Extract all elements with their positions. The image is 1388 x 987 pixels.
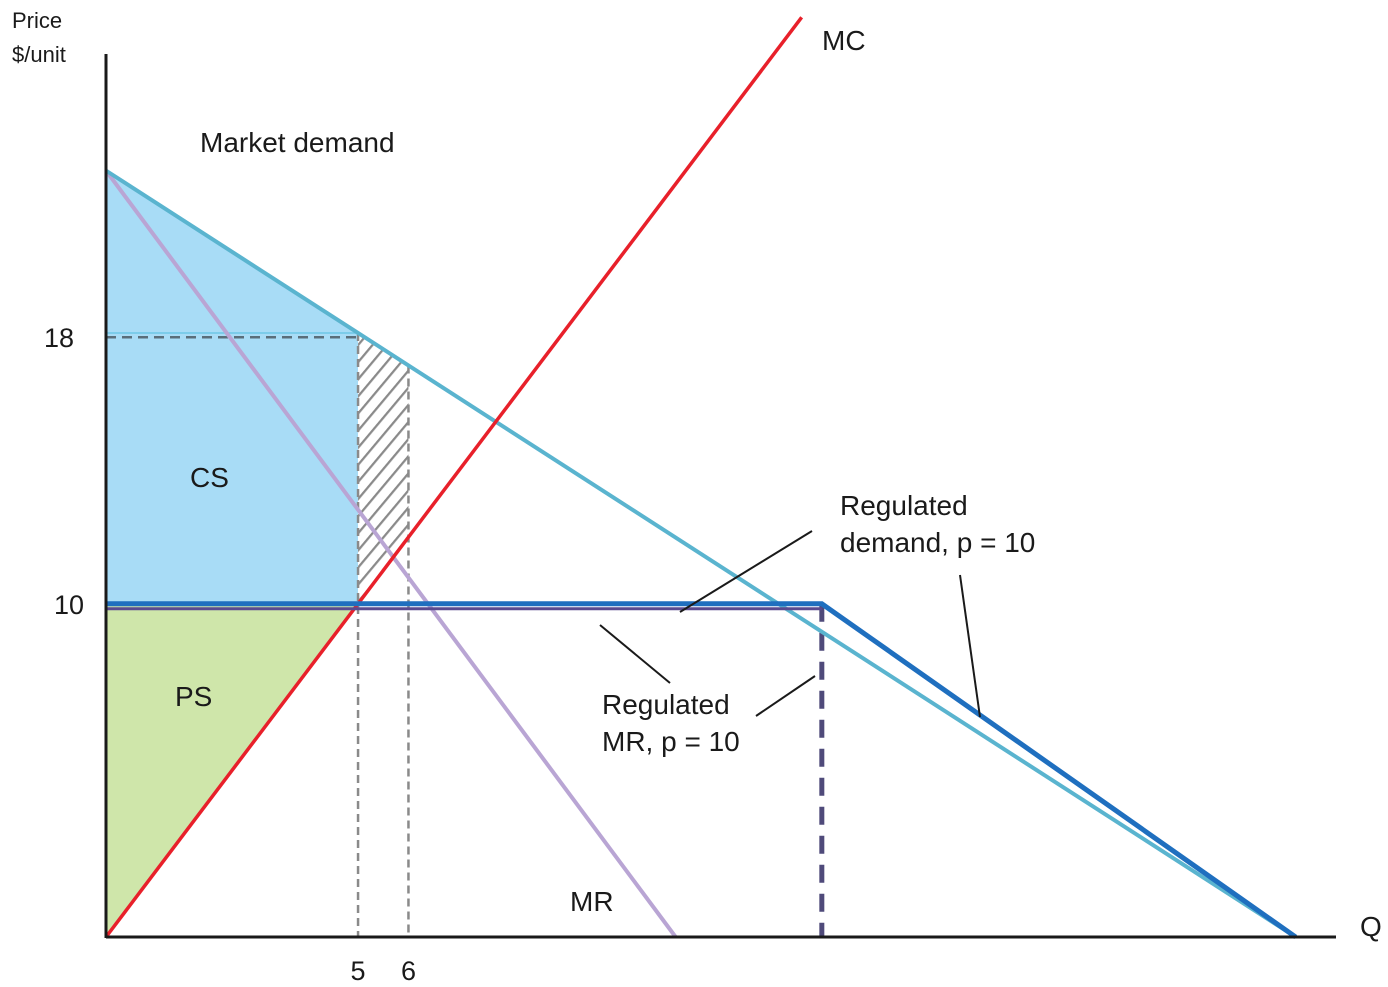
mc-label: MC xyxy=(822,25,866,56)
y-tick-label-18: 18 xyxy=(44,323,74,353)
regulated-demand-label-line1: Regulated xyxy=(840,490,968,521)
deadweight-loss-hatch xyxy=(358,332,409,604)
market-demand-curve xyxy=(104,168,1297,939)
mr-label: MR xyxy=(570,886,614,917)
consumer-surplus-area xyxy=(106,170,359,604)
regulated-demand-curve xyxy=(106,601,1298,940)
regulated-demand-leader-1 xyxy=(679,530,813,613)
regulated-mr-leader-2 xyxy=(755,675,816,717)
regulated-mr-label-line1: Regulated xyxy=(602,689,730,720)
x-axis-title: Q xyxy=(1360,911,1382,942)
regulated-demand-leader-2 xyxy=(959,574,981,718)
x-tick-label-5: 5 xyxy=(351,956,366,986)
y-tick-label-10: 10 xyxy=(54,590,84,620)
mr-curve xyxy=(104,169,678,939)
y-axis-title-unit: $/unit xyxy=(12,42,66,67)
cs-area-label: CS xyxy=(190,462,229,493)
ps-area-label: PS xyxy=(175,681,212,712)
mc-curve xyxy=(104,16,804,939)
x-tick-label-6: 6 xyxy=(401,956,416,986)
y-axis-title-price: Price xyxy=(12,8,62,33)
regulated-mr-leader-1 xyxy=(599,624,671,684)
regulated-mr-label-line2: MR, p = 10 xyxy=(602,726,740,757)
market-demand-label: Market demand xyxy=(200,127,395,158)
regulated-demand-label-line2: demand, p = 10 xyxy=(840,527,1035,558)
